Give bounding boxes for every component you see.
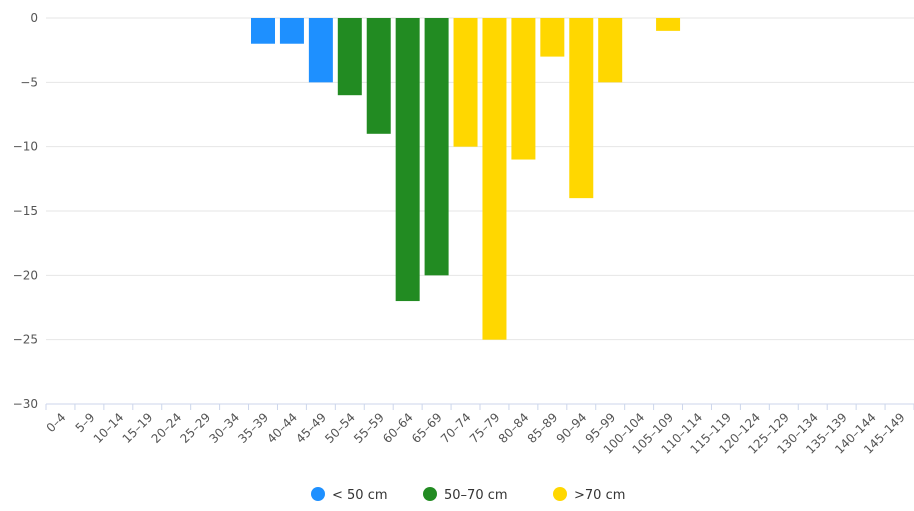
legend-item--50-cm[interactable]: < 50 cm (311, 487, 388, 503)
x-tick-label: 65–69 (409, 410, 445, 446)
bar--70-cm-90-94[interactable] (569, 18, 594, 199)
y-tick-label: 0 (30, 11, 38, 25)
bar--70-cm-80-84[interactable] (511, 18, 536, 160)
bar-50-70-cm-65-69[interactable] (424, 18, 449, 276)
x-tick-label: 50–54 (322, 410, 358, 446)
legend-item--70-cm[interactable]: >70 cm (553, 487, 625, 503)
x-tick-label: 0–4 (44, 410, 69, 435)
y-tick-label: −5 (20, 75, 38, 89)
x-tick-label: 5–9 (73, 410, 98, 435)
x-tick-label: 25–29 (178, 410, 214, 446)
bars (251, 18, 681, 340)
x-tick-label: 80–84 (496, 410, 532, 446)
legend-swatch (553, 487, 567, 501)
y-tick-label: −15 (13, 204, 38, 218)
y-tick-label: −20 (13, 268, 38, 282)
bar--70-cm-105-109[interactable] (656, 18, 681, 31)
x-tick-label: 90–94 (554, 410, 590, 446)
x-tick-label: 55–59 (351, 410, 387, 446)
gridlines (46, 17, 914, 405)
legend-label: 50–70 cm (444, 488, 508, 503)
x-tick-label: 15–19 (120, 410, 156, 446)
x-tick-label: 20–24 (149, 410, 185, 446)
x-tick-label: 35–39 (235, 410, 271, 446)
bar--50-cm-45-49[interactable] (308, 18, 333, 83)
x-tick-label: 60–64 (380, 410, 416, 446)
legend[interactable]: < 50 cm 50–70 cm >70 cm (311, 487, 625, 503)
legend-swatch (311, 487, 325, 501)
bar--70-cm-70-74[interactable] (453, 18, 478, 147)
bar--50-cm-35-39[interactable] (251, 18, 275, 44)
bar--70-cm-85-89[interactable] (540, 18, 565, 57)
bar--70-cm-95-99[interactable] (598, 18, 623, 83)
bar--70-cm-75-79[interactable] (482, 18, 507, 340)
bar-50-70-cm-60-64[interactable] (395, 18, 420, 302)
x-tick-label: 45–49 (293, 410, 329, 446)
bar-50-70-cm-50-54[interactable] (337, 18, 362, 96)
x-tick-label: 85–89 (525, 410, 561, 446)
x-tick-label: 30–34 (206, 410, 242, 446)
legend-label: >70 cm (574, 488, 625, 503)
x-tick-label: 75–79 (467, 410, 503, 446)
x-tick-label: 40–44 (264, 410, 300, 446)
y-tick-label: −10 (13, 140, 38, 154)
legend-label: < 50 cm (332, 488, 388, 503)
y-tick-label: −30 (13, 397, 38, 411)
legend-item-50-70-cm[interactable]: 50–70 cm (423, 487, 508, 503)
x-tick-label: 70–74 (438, 410, 474, 446)
y-axis: 0 −5 −10 −15 −20 −25 −30 (13, 11, 38, 411)
x-tick-label: 10–14 (91, 410, 127, 446)
legend-swatch (423, 487, 437, 501)
bar--50-cm-40-44[interactable] (279, 18, 304, 44)
y-tick-label: −25 (13, 333, 38, 347)
bar-50-70-cm-55-59[interactable] (366, 18, 391, 134)
x-axis: 0–4 5–910–1415–1920–2425–2930–3435–3940–4… (44, 404, 914, 457)
